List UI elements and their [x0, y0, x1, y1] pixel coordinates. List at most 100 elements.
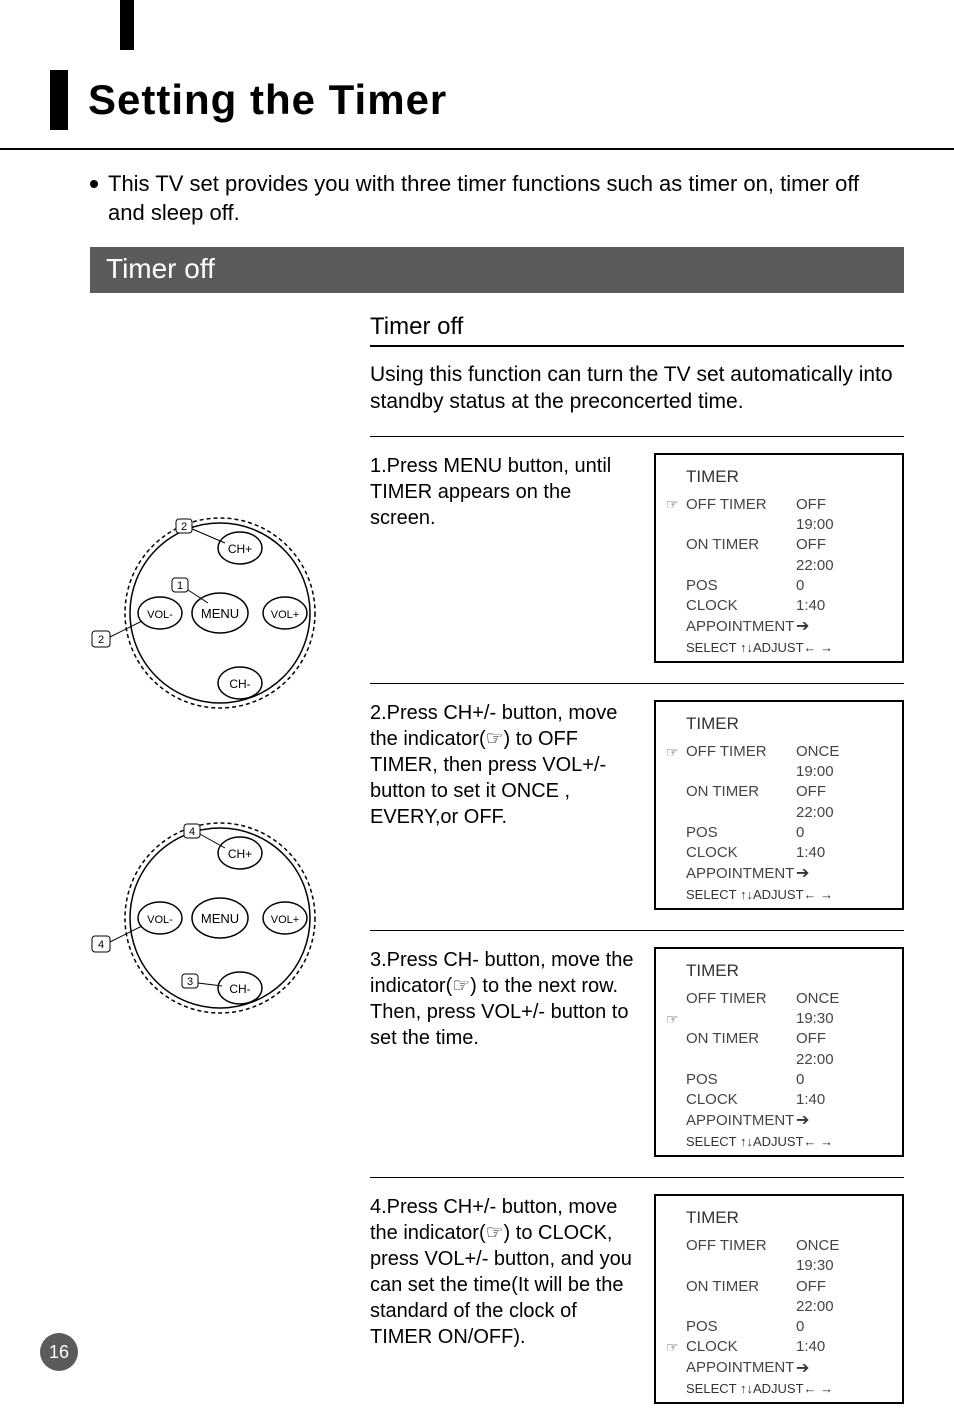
- osd-value: 1:40: [796, 1337, 825, 1357]
- callout-4a: 4: [189, 826, 195, 838]
- osd-value: 19:30: [796, 1009, 834, 1029]
- callout-2b: 2: [98, 634, 104, 646]
- osd-box: TIMER OFF TIMERONCE☞19:30ON TIMEROFF22:00…: [654, 947, 904, 1157]
- osd-label: OFF TIMER: [686, 495, 796, 515]
- step-divider: [370, 683, 904, 684]
- osd-label: APPOINTMENT: [686, 1111, 796, 1131]
- osd-line: POS0: [666, 576, 892, 596]
- osd-value: OFF: [796, 495, 826, 515]
- osd-line: ON TIMEROFF: [666, 1277, 892, 1297]
- osd-value: 0: [796, 823, 804, 843]
- osd-footer: SELECT ↑↓ADJUST← →: [666, 1381, 892, 1396]
- step-text: 1.Press MENU button, until TIMER appears…: [370, 453, 654, 531]
- step-row: 1.Press MENU button, until TIMER appears…: [370, 453, 904, 663]
- osd-box: TIMER☞OFF TIMEROFF19:00ON TIMEROFF22:00P…: [654, 453, 904, 663]
- vol-minus-label: VOL-: [147, 914, 173, 926]
- callout-3: 3: [187, 976, 193, 988]
- step-text: 3.Press CH- button, move the indicator(☞…: [370, 947, 654, 1051]
- bullet-icon: [90, 180, 98, 188]
- left-column: MENU CH+ CH- VOL- VOL+ 1 2 2: [90, 313, 350, 1424]
- osd-label: POS: [686, 1317, 796, 1337]
- osd-label: APPOINTMENT: [686, 1358, 796, 1378]
- corner-mark: [120, 0, 134, 50]
- osd-label: CLOCK: [686, 843, 796, 863]
- step-text: 2.Press CH+/- button, move the indicator…: [370, 700, 654, 830]
- menu-button-label: MENU: [201, 606, 239, 621]
- osd-label: ON TIMER: [686, 1029, 796, 1049]
- osd-value: OFF: [796, 1029, 826, 1049]
- remote-diagram-bottom: MENU CH+ CH- VOL- VOL+ 4 4 3: [90, 788, 330, 1048]
- osd-value: 19:00: [796, 762, 834, 782]
- osd-label: OFF TIMER: [686, 742, 796, 762]
- osd-title: TIMER: [666, 467, 892, 487]
- indicator-icon: ☞: [666, 495, 686, 514]
- step-divider: [370, 1177, 904, 1178]
- osd-line: 22:00: [666, 1050, 892, 1070]
- osd-line: APPOINTMENT➔: [666, 863, 892, 885]
- osd-line: ☞OFF TIMEROFF: [666, 495, 892, 515]
- vol-minus-label: VOL-: [147, 609, 173, 621]
- osd-line: 19:30: [666, 1256, 892, 1276]
- intro-row: This TV set provides you with three time…: [90, 170, 884, 227]
- step-text: 4.Press CH+/- button, move the indicator…: [370, 1194, 654, 1350]
- osd-value: OFF: [796, 1277, 826, 1297]
- ch-minus-label: CH-: [229, 677, 250, 691]
- osd-value: 22:00: [796, 556, 834, 576]
- osd-title: TIMER: [666, 961, 892, 981]
- content-grid: MENU CH+ CH- VOL- VOL+ 1 2 2: [90, 313, 904, 1424]
- ch-plus-label: CH+: [228, 542, 252, 556]
- osd-value: ONCE: [796, 1236, 839, 1256]
- menu-button-label: MENU: [201, 911, 239, 926]
- osd-title: TIMER: [666, 714, 892, 734]
- osd-value: ONCE: [796, 742, 839, 762]
- vol-plus-label: VOL+: [271, 609, 299, 621]
- osd-box: TIMER OFF TIMERONCE19:30ON TIMEROFF22:00P…: [654, 1194, 904, 1404]
- osd-label: ON TIMER: [686, 782, 796, 802]
- osd-label: OFF TIMER: [686, 989, 796, 1009]
- section-banner: Timer off: [90, 247, 904, 293]
- osd-footer: SELECT ↑↓ADJUST← →: [666, 640, 892, 655]
- indicator-icon: ☞: [666, 1338, 686, 1357]
- osd-line: ☞19:30: [666, 1009, 892, 1029]
- osd-value: 22:00: [796, 1297, 834, 1317]
- callout-2a: 2: [181, 521, 187, 533]
- osd-label: POS: [686, 1070, 796, 1090]
- osd-value: OFF: [796, 782, 826, 802]
- osd-label: CLOCK: [686, 1090, 796, 1110]
- osd-line: ON TIMEROFF: [666, 1029, 892, 1049]
- osd-line: APPOINTMENT➔: [666, 616, 892, 638]
- osd-line: ☞CLOCK1:40: [666, 1337, 892, 1357]
- step-divider: [370, 930, 904, 931]
- osd-label: POS: [686, 823, 796, 843]
- osd-value: 0: [796, 576, 804, 596]
- osd-line: POS0: [666, 1070, 892, 1090]
- osd-value: OFF: [796, 535, 826, 555]
- steps-container: 1.Press MENU button, until TIMER appears…: [370, 436, 904, 1404]
- sub-desc: Using this function can turn the TV set …: [370, 361, 904, 416]
- osd-line: OFF TIMERONCE: [666, 1236, 892, 1256]
- osd-line: POS0: [666, 1317, 892, 1337]
- step-row: 4.Press CH+/- button, move the indicator…: [370, 1194, 904, 1404]
- osd-footer: SELECT ↑↓ADJUST← →: [666, 1134, 892, 1149]
- sub-title: Timer off: [370, 313, 904, 347]
- osd-line: APPOINTMENT➔: [666, 1110, 892, 1132]
- osd-line: APPOINTMENT➔: [666, 1358, 892, 1380]
- indicator-icon: ☞: [666, 743, 686, 762]
- step-row: 2.Press CH+/- button, move the indicator…: [370, 700, 904, 910]
- osd-line: 19:00: [666, 515, 892, 535]
- osd-line: CLOCK1:40: [666, 843, 892, 863]
- intro-text: This TV set provides you with three time…: [108, 170, 884, 227]
- osd-label: ON TIMER: [686, 535, 796, 555]
- osd-line: ON TIMEROFF: [666, 535, 892, 555]
- osd-label: ON TIMER: [686, 1277, 796, 1297]
- ch-minus-label: CH-: [229, 982, 250, 996]
- osd-line: ON TIMEROFF: [666, 782, 892, 802]
- osd-line: OFF TIMERONCE: [666, 989, 892, 1009]
- osd-label: OFF TIMER: [686, 1236, 796, 1256]
- osd-line: CLOCK1:40: [666, 1090, 892, 1110]
- callout-1: 1: [177, 580, 183, 592]
- osd-title: TIMER: [666, 1208, 892, 1228]
- osd-value: ONCE: [796, 989, 839, 1009]
- osd-label: APPOINTMENT: [686, 864, 796, 884]
- osd-box: TIMER☞OFF TIMERONCE19:00ON TIMEROFF22:00…: [654, 700, 904, 910]
